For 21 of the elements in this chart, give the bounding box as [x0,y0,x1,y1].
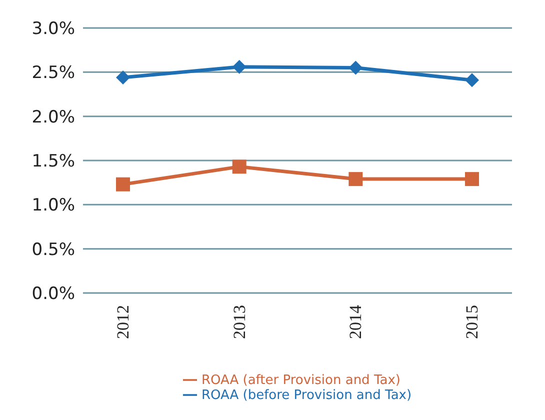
legend-label: ROAA (after Provision and Tax) [201,373,400,388]
point [465,73,479,88]
y-tick-label: 0.5% [32,240,75,260]
x-tick-label: 2015 [462,305,482,339]
y-tick-label: 0.0% [32,284,75,304]
point [465,172,479,186]
y-tick-label: 1.5% [32,152,75,172]
y-tick-label: 2.0% [32,107,75,128]
legend-label: ROAA (before Provision and Tax) [201,388,412,403]
point [348,172,363,186]
y-tick-label: 2.5% [32,63,75,84]
point [348,60,363,75]
x-tick-label: 2014 [346,304,366,339]
x-tick-label: 2013 [230,305,249,339]
y-tick-label: 3.0% [32,19,75,40]
point [232,160,246,174]
point [116,70,130,84]
x-tick-label: 2012 [114,305,132,339]
point [232,60,246,74]
y-tick-label: 1.0% [32,196,75,216]
point [116,177,130,192]
